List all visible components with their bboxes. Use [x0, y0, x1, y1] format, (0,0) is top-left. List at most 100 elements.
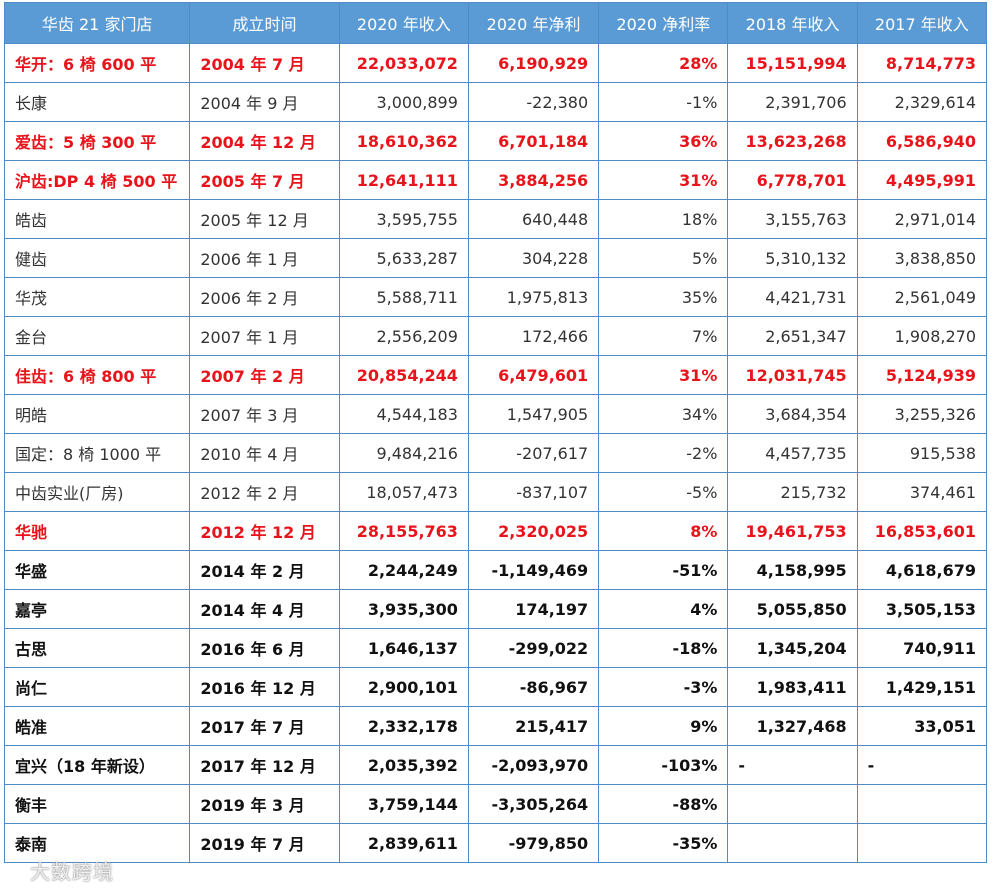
table-cell: -1,149,469	[467, 550, 600, 590]
table-cell: 5,124,939	[856, 355, 988, 395]
header-cell: 华齿 21 家门店	[3, 2, 191, 44]
table-cell: 2007 年 1 月	[189, 316, 340, 356]
table-cell: -2,093,970	[467, 745, 600, 785]
table-cell: 18,610,362	[338, 121, 469, 161]
table-cell: 2012 年 2 月	[189, 472, 340, 512]
table-cell: -	[856, 745, 988, 785]
table-cell: 7%	[598, 316, 729, 356]
table-row: 中齿实业(厂房) 2012 年 2 月 18,057,473 -837,107 -5% 2…	[3, 472, 988, 512]
table-cell: 215,417	[467, 706, 600, 746]
header-cell: 2017 年收入	[856, 2, 988, 44]
table-cell: 宜兴（18 年新设）	[3, 745, 191, 785]
table-cell: 明皓	[3, 394, 191, 434]
table-cell: 2016 年 12 月	[189, 667, 340, 707]
table-row: 华盛 2014 年 2 月 2,244,249 -1,149,469 -51% 4,158…	[3, 550, 988, 590]
table-row: 皓准 2017 年 7 月 2,332,178 215,417 9% 1,327,468 3…	[3, 706, 988, 746]
table-cell: 2,391,706	[727, 82, 858, 122]
table-cell: -22,380	[467, 82, 600, 122]
table-cell: 长康	[3, 82, 191, 122]
table-cell: -51%	[598, 550, 729, 590]
table-cell: 31%	[598, 355, 729, 395]
table-cell: 2006 年 1 月	[189, 238, 340, 278]
table-cell: 2012 年 12 月	[189, 511, 340, 551]
table-cell: 4,544,183	[338, 394, 469, 434]
table-cell: -3%	[598, 667, 729, 707]
table-cell: 1,983,411	[727, 667, 858, 707]
table-cell: 1,345,204	[727, 628, 858, 668]
table-cell: 18%	[598, 199, 729, 239]
table-cell: 215,732	[727, 472, 858, 512]
table-cell: 5%	[598, 238, 729, 278]
table-cell: 2,971,014	[856, 199, 988, 239]
table-cell: -103%	[598, 745, 729, 785]
table-cell: 19,461,753	[727, 511, 858, 551]
table-cell: 2007 年 2 月	[189, 355, 340, 395]
table-cell: 36%	[598, 121, 729, 161]
table-cell: 3,838,850	[856, 238, 988, 278]
table-cell: 9%	[598, 706, 729, 746]
table-cell: 2004 年 7 月	[189, 43, 340, 83]
watermark: 大数跨境	[30, 860, 114, 884]
table-cell: 2,651,347	[727, 316, 858, 356]
table-cell: 嘉亭	[3, 589, 191, 629]
header-cell: 2020 年收入	[338, 2, 469, 44]
table-cell: 2014 年 2 月	[189, 550, 340, 590]
table-cell: 2019 年 7 月	[189, 823, 340, 863]
table-cell: 2,035,392	[338, 745, 469, 785]
table-cell: 4,618,679	[856, 550, 988, 590]
table-cell: 2006 年 2 月	[189, 277, 340, 317]
table-cell: 华开：6 椅 600 平	[3, 43, 191, 83]
table-cell: 2,332,178	[338, 706, 469, 746]
table-cell: 174,197	[467, 589, 600, 629]
table-row: 明皓 2007 年 3 月 4,544,183 1,547,905 34% 3,684,3…	[3, 394, 988, 434]
empty-cell	[727, 784, 858, 824]
table-cell: 1,646,137	[338, 628, 469, 668]
table-cell: 1,547,905	[467, 394, 600, 434]
table-cell: -88%	[598, 784, 729, 824]
table-body: 华开：6 椅 600 平 2004 年 7 月 22,033,072 6,190,92…	[3, 43, 988, 863]
table-cell: 皓准	[3, 706, 191, 746]
table-cell: 34%	[598, 394, 729, 434]
table-cell: 2,839,611	[338, 823, 469, 863]
table-cell: 3,505,153	[856, 589, 988, 629]
table-cell: 33,051	[856, 706, 988, 746]
table-row: 金台 2007 年 1 月 2,556,209 172,466 7% 2,651,347 1…	[3, 316, 988, 356]
table-cell: 16,853,601	[856, 511, 988, 551]
table-row: 嘉亭 2014 年 4 月 3,935,300 174,197 4% 5,055,850 3…	[3, 589, 988, 629]
table-cell: 2,244,249	[338, 550, 469, 590]
table-cell: 2010 年 4 月	[189, 433, 340, 473]
empty-cell	[856, 823, 988, 863]
table-cell: 2017 年 7 月	[189, 706, 340, 746]
table-cell: 2019 年 3 月	[189, 784, 340, 824]
table-cell: -5%	[598, 472, 729, 512]
table-cell: 12,031,745	[727, 355, 858, 395]
table-row: 华驰 2012 年 12 月 28,155,763 2,320,025 8% 19,461…	[3, 511, 988, 551]
table-cell: 中齿实业(厂房)	[3, 472, 191, 512]
table-cell: 皓齿	[3, 199, 191, 239]
table-cell: 泰南	[3, 823, 191, 863]
table-cell: 爱齿：5 椅 300 平	[3, 121, 191, 161]
table-row: 华茂 2006 年 2 月 5,588,711 1,975,813 35% 4,421,7…	[3, 277, 988, 317]
table-cell: 健齿	[3, 238, 191, 278]
table-cell: 304,228	[467, 238, 600, 278]
table-cell: 6,778,701	[727, 160, 858, 200]
table-cell: 20,854,244	[338, 355, 469, 395]
table-cell: 3,684,354	[727, 394, 858, 434]
table-cell: 2017 年 12 月	[189, 745, 340, 785]
table-cell: 6,190,929	[467, 43, 600, 83]
table-cell: 2016 年 6 月	[189, 628, 340, 668]
table-cell: 3,000,899	[338, 82, 469, 122]
header-cell: 2020 净利率	[598, 2, 729, 44]
table-cell: 2,556,209	[338, 316, 469, 356]
table-cell: 古思	[3, 628, 191, 668]
table-cell: 28%	[598, 43, 729, 83]
table-row: 佳齿：6 椅 800 平 2007 年 2 月 20,854,244 6,479,60…	[3, 355, 988, 395]
table-cell: 8,714,773	[856, 43, 988, 83]
table-cell: 4,495,991	[856, 160, 988, 200]
table-cell: 金台	[3, 316, 191, 356]
header-cell: 成立时间	[189, 2, 340, 44]
table-row: 华开：6 椅 600 平 2004 年 7 月 22,033,072 6,190,92…	[3, 43, 988, 83]
table-cell: 374,461	[856, 472, 988, 512]
table-cell: 1,327,468	[727, 706, 858, 746]
